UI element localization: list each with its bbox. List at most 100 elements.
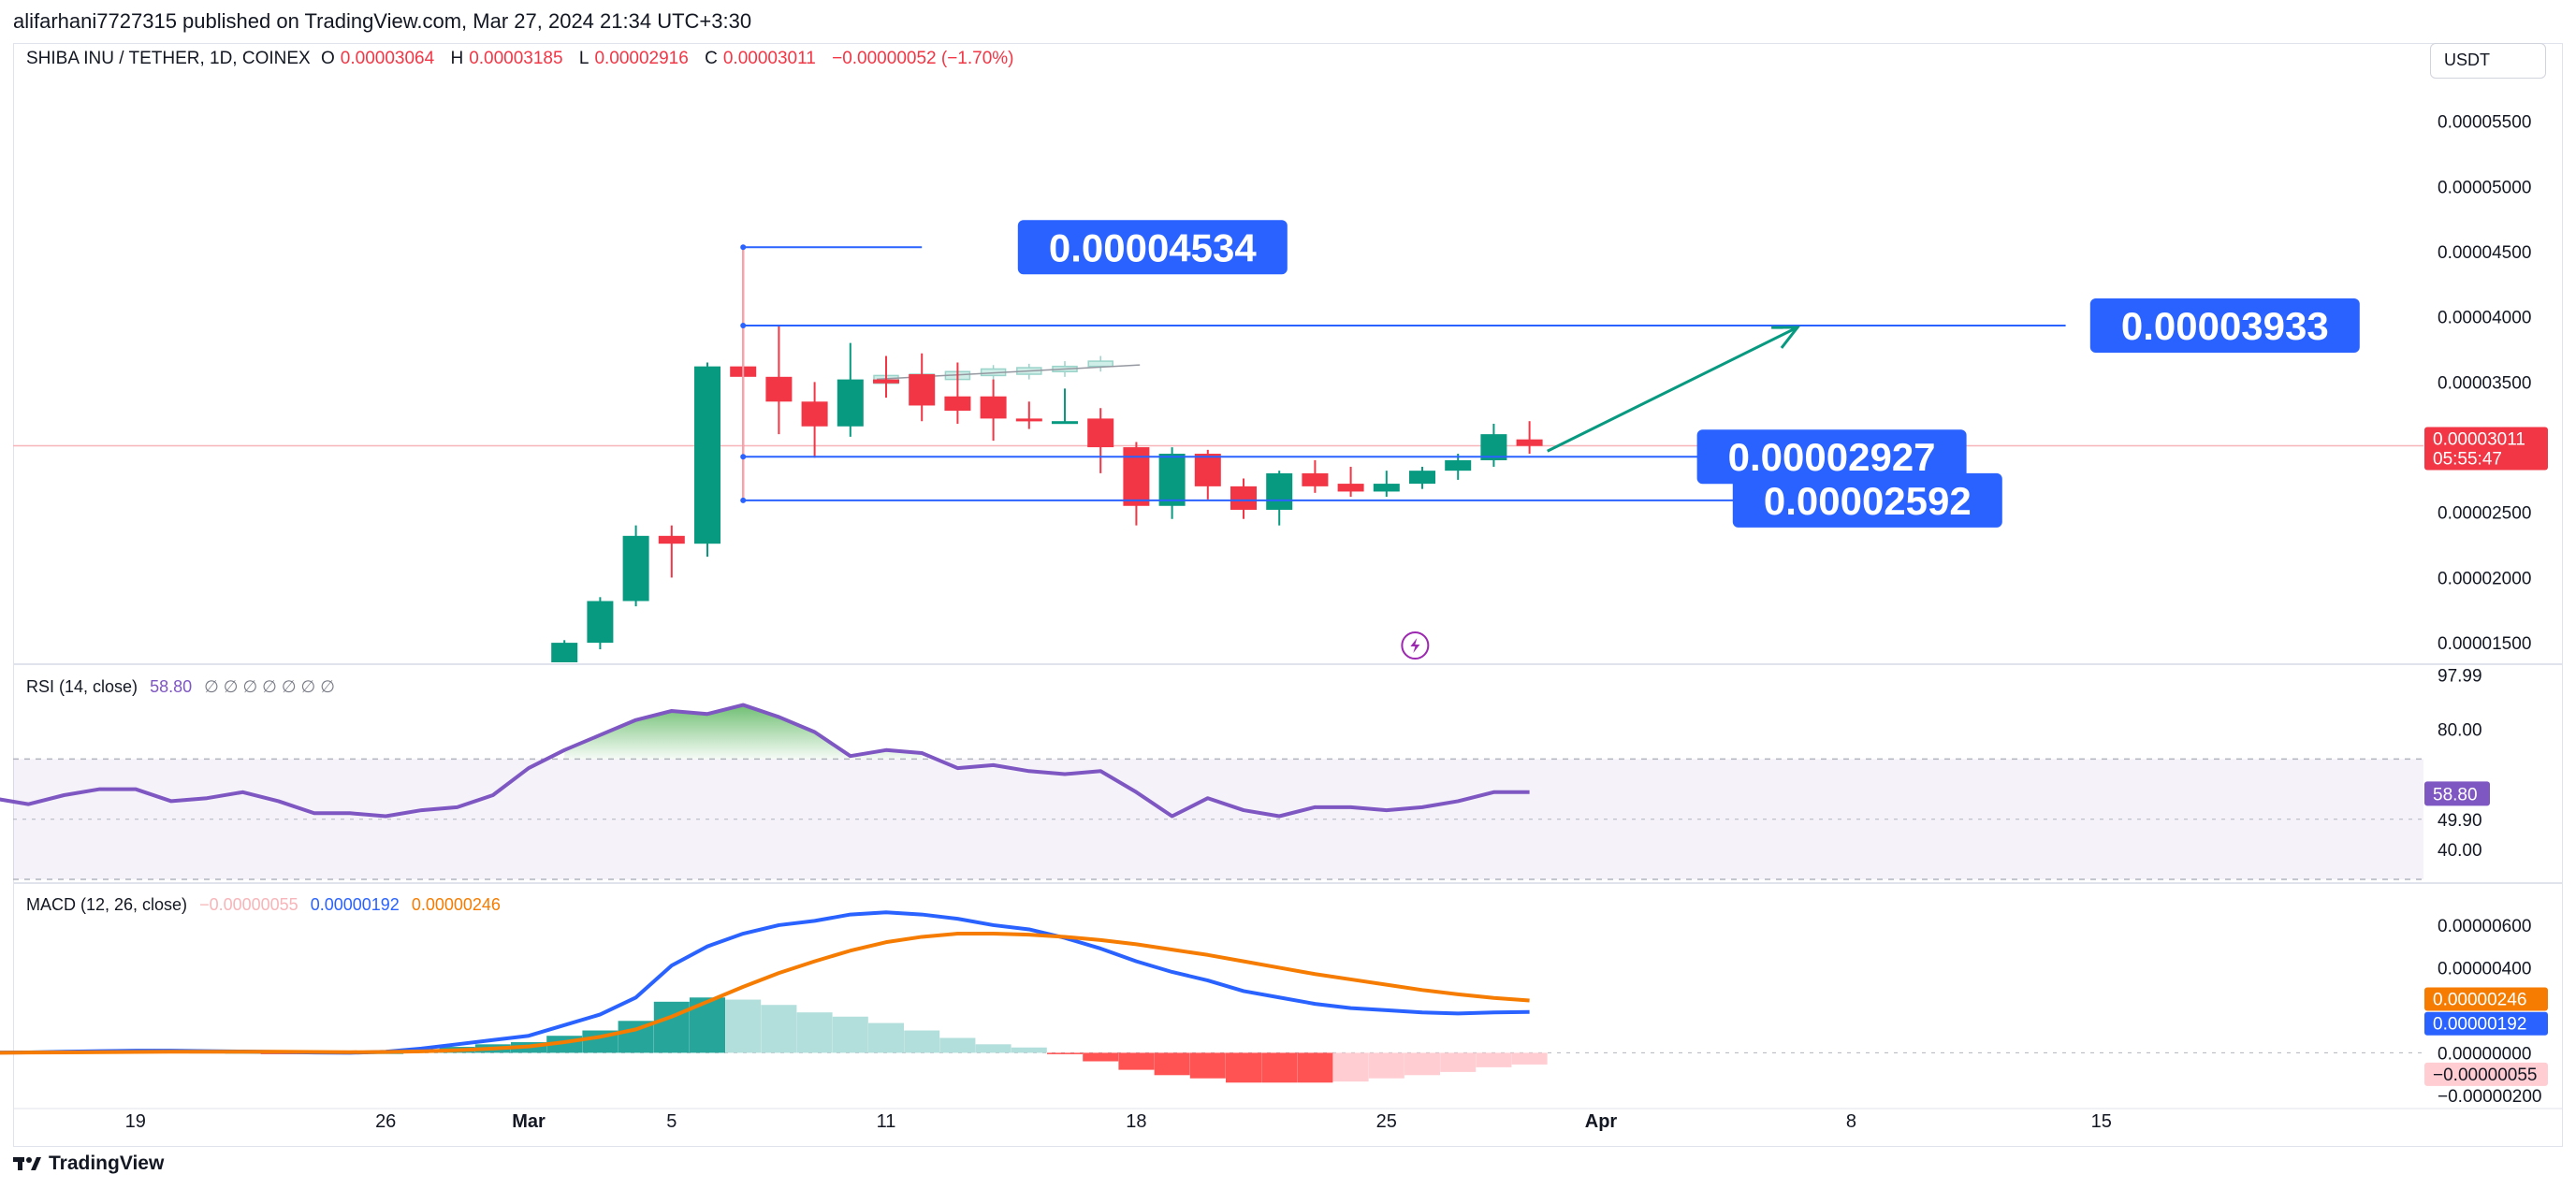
x-axis-tick-label: 25 xyxy=(1376,1111,1397,1132)
macd-histogram-bar xyxy=(1047,1052,1083,1054)
published-info: alifarhani7727315 published on TradingVi… xyxy=(13,9,752,33)
candle-body xyxy=(1158,454,1186,506)
candle-body xyxy=(765,376,793,402)
candle-body xyxy=(801,401,828,427)
rsi-y-tick-label: 49.90 xyxy=(2438,811,2482,831)
macd-legend: MACD (12, 26, close) −0.00000055 0.00000… xyxy=(26,895,501,915)
x-axis-tick-label: 26 xyxy=(375,1111,396,1132)
macd-histogram-bar xyxy=(1261,1052,1298,1083)
macd-value-badge xyxy=(2424,987,2548,1011)
price-y-tick-label: 0.00002000 xyxy=(2438,569,2531,588)
high-value: 0.00003185 xyxy=(469,49,563,68)
macd-y-tick-label: 0.00000400 xyxy=(2438,959,2531,979)
macd-histogram-bar xyxy=(1332,1052,1369,1082)
macd-y-tick-label: 0.00000600 xyxy=(2438,917,2531,936)
macd-histogram-bar xyxy=(1297,1052,1333,1083)
level-anchor xyxy=(740,323,747,329)
top-bar: alifarhani7727315 published on TradingVi… xyxy=(0,0,2576,43)
candle-body xyxy=(1373,484,1400,492)
candle-body xyxy=(873,379,899,384)
candle-body xyxy=(551,643,578,662)
currency-unit-button[interactable]: USDT xyxy=(2430,43,2546,79)
open-label: O xyxy=(321,49,335,68)
level-label-box xyxy=(1017,220,1288,275)
candle-body xyxy=(1302,472,1329,486)
x-axis-tick-label: Mar xyxy=(512,1111,546,1132)
symbol-name: SHIBA INU / TETHER, 1D, COINEX xyxy=(26,49,311,68)
candle-body xyxy=(587,601,614,644)
macd-histogram-bar xyxy=(904,1030,940,1053)
macd-histogram-bar xyxy=(1154,1052,1190,1076)
macd-histogram-bar xyxy=(939,1037,976,1053)
level-label-text: 0.00003933 xyxy=(2121,304,2329,348)
rsi-y-tick-label: 40.00 xyxy=(2438,841,2482,861)
price-pane xyxy=(13,247,2423,662)
candle-body xyxy=(658,535,685,544)
lightning-icon-glyph xyxy=(1410,638,1420,653)
candle-body xyxy=(837,379,864,427)
footer-brand-text: TradingView xyxy=(49,1153,165,1174)
rsi-legend: RSI (14, close) 58.80 ∅ ∅ ∅ ∅ ∅ ∅ ∅ xyxy=(26,677,335,697)
macd-histogram-bar xyxy=(975,1044,1011,1053)
price-y-tick-label: 0.00002500 xyxy=(2438,504,2531,524)
macd-hist-value: −0.00000055 xyxy=(199,895,298,914)
macd-signal-value: 0.00000246 xyxy=(411,895,501,914)
chart-frame xyxy=(13,43,2563,1147)
rsi-extra: ∅ ∅ ∅ ∅ ∅ ∅ ∅ xyxy=(204,677,335,696)
macd-y-tick-label: 0.00000000 xyxy=(2438,1044,2531,1064)
price-y-tick-label: 0.00004500 xyxy=(2438,243,2531,263)
macd-histogram-bar xyxy=(1118,1052,1155,1070)
price-y-tick-label: 0.00004000 xyxy=(2438,309,2531,328)
rsi-line xyxy=(0,703,1530,819)
x-axis-tick-label: 8 xyxy=(1846,1111,1856,1132)
candle-body xyxy=(1087,418,1114,448)
candle-body xyxy=(622,535,649,602)
rsi-band xyxy=(13,759,2423,879)
price-y-tick-label: 0.00003500 xyxy=(2438,373,2531,393)
x-axis-tick-label: 5 xyxy=(666,1111,677,1132)
x-axis-tick-label: 11 xyxy=(877,1111,896,1132)
price-y-tick-label: 0.00005000 xyxy=(2438,178,2531,197)
macd-histogram-bar xyxy=(1189,1052,1226,1079)
macd-value-badge xyxy=(2424,1062,2548,1086)
macd-signal-line xyxy=(0,932,1530,1055)
candle-body xyxy=(944,396,971,412)
candle-body xyxy=(1337,484,1364,492)
last-price-countdown: 05:55:47 xyxy=(2433,450,2502,470)
change-value: −0.00000052 (−1.70%) xyxy=(832,49,1014,68)
level-label-box xyxy=(1732,472,2002,528)
forecast-arrow-head xyxy=(1771,326,1801,349)
macd-histogram-bar xyxy=(653,1001,690,1053)
level-label-text: 0.00004534 xyxy=(1049,225,1258,269)
rsi-y-tick-label: 80.00 xyxy=(2438,720,2482,740)
macd-value-badge-text: 0.00000192 xyxy=(2433,1015,2526,1035)
macd-histogram-bar xyxy=(1404,1052,1440,1076)
high-label: H xyxy=(450,49,464,68)
forecast-arrow-line xyxy=(1547,326,1798,453)
macd-histogram-bar xyxy=(1368,1052,1404,1079)
ghost-candle-body xyxy=(1087,360,1113,368)
last-price-badge xyxy=(2424,427,2548,471)
x-axis-tick-label: 18 xyxy=(1126,1111,1146,1132)
rsi-value: 58.80 xyxy=(150,677,193,696)
last-price-badge-value: 0.00003011 xyxy=(2433,430,2525,450)
candle-body xyxy=(1266,472,1293,510)
x-axis-tick-label: 19 xyxy=(125,1111,146,1132)
candle-body xyxy=(1445,460,1472,471)
open-value: 0.00003064 xyxy=(340,49,435,68)
candle-body xyxy=(1194,454,1221,486)
close-label: C xyxy=(705,49,718,68)
rsi-title: RSI (14, close) xyxy=(26,677,138,696)
macd-value-badge xyxy=(2424,1011,2548,1036)
macd-histogram-bar xyxy=(868,1022,904,1053)
x-axis-tick-label: Apr xyxy=(1585,1111,1618,1132)
rsi-overbought-fill xyxy=(564,704,923,760)
level-label-box xyxy=(2089,298,2360,354)
macd-histogram-bar xyxy=(832,1016,868,1053)
candle-body xyxy=(1230,486,1257,510)
symbol-legend: SHIBA INU / TETHER, 1D, COINEX O 0.000030… xyxy=(26,49,1020,69)
rsi-value-badge-text: 58.80 xyxy=(2433,785,2478,805)
candle-body xyxy=(1015,418,1042,422)
low-label: L xyxy=(578,49,589,68)
